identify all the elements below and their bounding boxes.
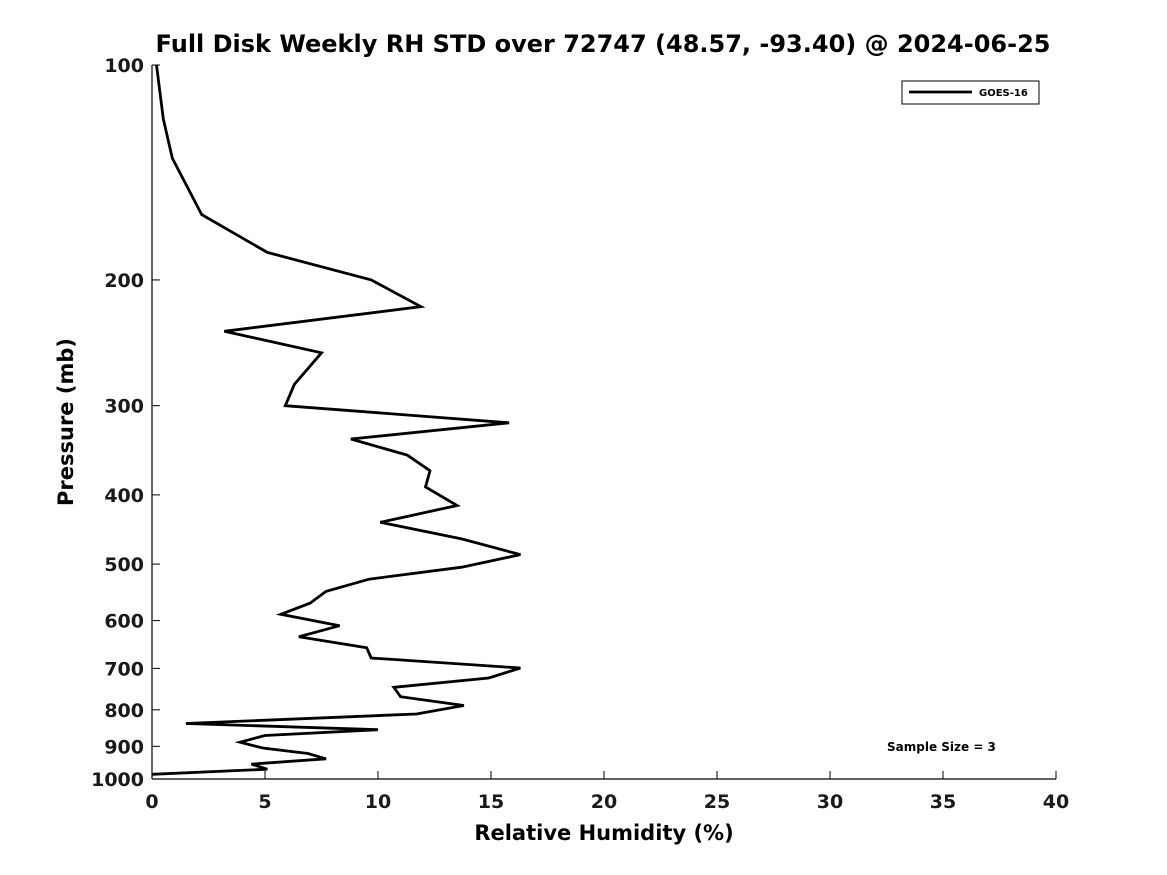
- y-tick-label: 200: [104, 270, 144, 292]
- y-axis-label: Pressure (mb): [54, 338, 78, 506]
- x-tick-label: 0: [145, 791, 158, 813]
- y-ticks: 100 200 300 400 500 600 700 800 900 1000: [91, 55, 160, 791]
- legend-label-goes16: GOES-16: [979, 88, 1028, 99]
- x-tick-label: 20: [591, 791, 617, 813]
- y-tick-label: 100: [104, 55, 144, 77]
- y-tick-label: 1000: [91, 769, 144, 791]
- y-tick-label: 300: [104, 396, 144, 418]
- x-axis-label: Relative Humidity (%): [474, 821, 733, 845]
- x-ticks: 0 5 10 15 20 25 30 35 40: [145, 771, 1069, 813]
- sample-size-annotation: Sample Size = 3: [887, 740, 996, 754]
- y-tick-label: 700: [104, 658, 144, 680]
- y-tick-label: 600: [104, 611, 144, 633]
- series-line-goes16: [151, 64, 521, 776]
- x-tick-label: 5: [258, 791, 271, 813]
- x-tick-label: 10: [365, 791, 391, 813]
- y-tick-label: 800: [104, 700, 144, 722]
- x-tick-label: 35: [930, 791, 956, 813]
- x-tick-label: 40: [1043, 791, 1069, 813]
- y-tick-label: 400: [104, 485, 144, 507]
- plot-area: 0 5 10 15 20 25 30 35 40 100 200 300 400 500 600 700 80…: [91, 55, 1069, 813]
- x-tick-label: 30: [817, 791, 843, 813]
- y-tick-label: 500: [104, 554, 144, 576]
- legend: GOES-16: [901, 80, 1040, 105]
- y-tick-label: 900: [104, 736, 144, 758]
- chart-title: Full Disk Weekly RH STD over 72747 (48.5…: [156, 30, 1051, 58]
- x-tick-label: 15: [478, 791, 504, 813]
- x-tick-label: 25: [704, 791, 730, 813]
